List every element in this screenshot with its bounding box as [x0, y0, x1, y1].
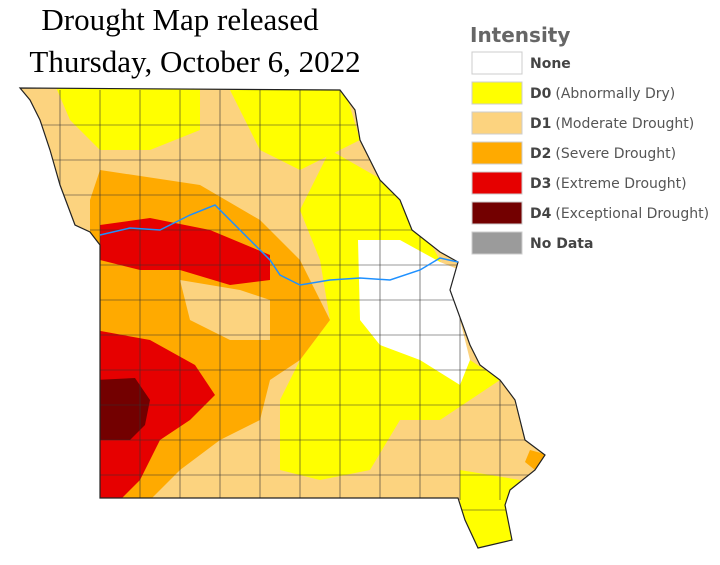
legend-label: D4 (Exceptional Drought) [530, 206, 709, 222]
legend-description: (Exceptional Drought) [555, 206, 709, 222]
region-d0-north [55, 88, 200, 150]
legend-description: None [530, 56, 571, 72]
legend-label: D2 (Severe Drought) [530, 146, 676, 162]
legend-code: D1 [530, 116, 551, 132]
legend-title: Intensity [470, 23, 570, 47]
region-d2-east [525, 450, 545, 470]
legend-swatch [471, 81, 523, 105]
legend-description: (Moderate Drought) [555, 116, 694, 132]
legend-swatch [471, 141, 523, 165]
legend-swatch [471, 201, 523, 225]
legend-description: (Severe Drought) [555, 146, 676, 162]
legend-description: (Abnormally Dry) [555, 86, 675, 102]
region-d1-center [180, 280, 270, 340]
legend-label: No Data [530, 236, 593, 252]
legend-label: D0 (Abnormally Dry) [530, 86, 675, 102]
legend-label: None [530, 56, 571, 72]
legend-code: D3 [530, 176, 551, 192]
region-d3-north [100, 218, 270, 285]
state-outline [18, 87, 546, 549]
legend-swatch [471, 51, 523, 75]
title-line1: Drought Map released [41, 2, 319, 37]
region-d0-bootheel [460, 470, 520, 548]
legend-description: No Data [530, 236, 593, 252]
region-d0-northeast [230, 90, 360, 170]
legend-code: D4 [530, 206, 552, 222]
title-line2: Thursday, October 6, 2022 [29, 44, 360, 79]
legend-label: D3 (Extreme Drought) [530, 176, 687, 192]
legend-swatch [471, 231, 523, 255]
county-lines [20, 90, 535, 511]
legend-description: (Extreme Drought) [555, 176, 686, 192]
missouri-river [99, 204, 459, 286]
region-d4 [95, 378, 150, 440]
region-d3-south [90, 330, 215, 500]
legend-swatch [471, 111, 523, 135]
legend-label: D1 (Moderate Drought) [530, 116, 694, 132]
legend-swatch [471, 171, 523, 195]
legend-code: D2 [530, 146, 551, 162]
region-none [358, 240, 470, 385]
legend-code: D0 [530, 86, 552, 102]
